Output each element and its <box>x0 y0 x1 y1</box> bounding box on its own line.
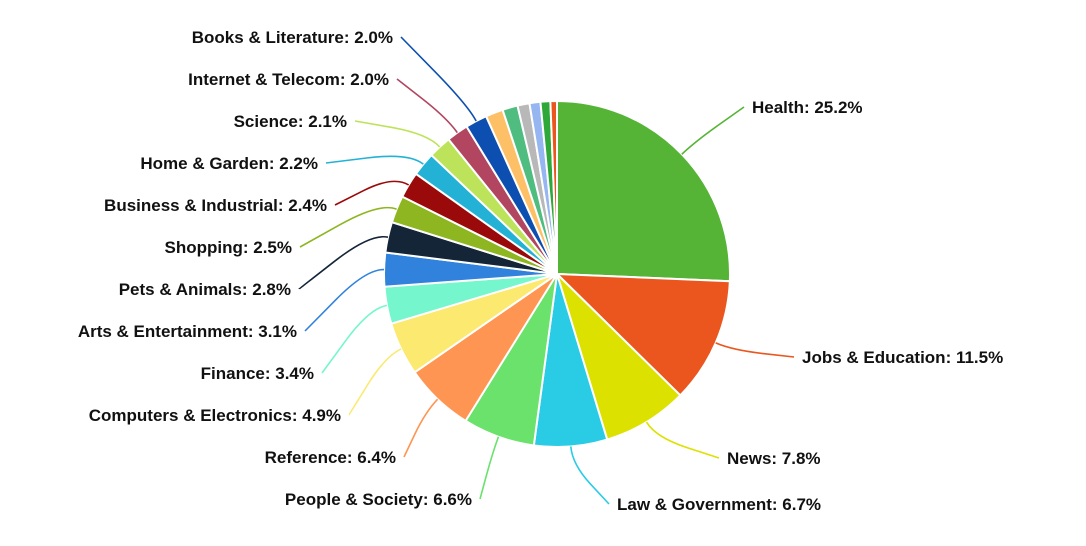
leader-line-business-industrial <box>334 180 410 206</box>
leader-line-science <box>354 120 441 148</box>
leader-line-arts-entertainment <box>304 268 385 332</box>
pie-slice-jobs-education <box>554 272 731 397</box>
leader-lines <box>298 36 795 505</box>
slice-label-business-industrial: Business & Industrial: 2.4% <box>104 196 327 215</box>
slice-label-internet-telecom: Internet & Telecom: 2.0% <box>188 70 389 89</box>
slice-labels: Health: 25.2% Jobs & Education: 11.5% News… <box>78 28 1003 514</box>
slice-label-law-government: Law & Government: 6.7% <box>617 495 821 514</box>
leader-line-jobs-education <box>715 342 795 358</box>
slice-label-books-literature: Books & Literature: 2.0% <box>192 28 393 47</box>
slice-label-health: Health: 25.2% <box>752 98 863 117</box>
leader-line-pets-animals <box>298 235 389 290</box>
pie-slice-health <box>556 99 731 283</box>
slice-label-people-society: People & Society: 6.6% <box>285 490 472 509</box>
slice-label-news: News: 7.8% <box>727 449 821 468</box>
pie-slice-unlabeled-21 <box>549 99 558 275</box>
pie-slices <box>383 99 731 448</box>
slice-label-computers-electronics: Computers & Electronics: 4.9% <box>89 406 341 425</box>
leader-line-computers-electronics <box>348 348 402 416</box>
slice-label-home-garden: Home & Garden: 2.2% <box>140 154 318 173</box>
leader-line-news <box>645 421 720 459</box>
leader-line-shopping <box>299 206 397 248</box>
leader-line-internet-telecom <box>396 78 458 134</box>
leader-line-people-society <box>479 436 500 500</box>
leader-line-finance <box>321 304 388 374</box>
slice-label-finance: Finance: 3.4% <box>201 364 314 383</box>
leader-line-books-literature <box>400 36 477 122</box>
leader-line-health <box>681 106 745 155</box>
slice-label-science: Science: 2.1% <box>234 112 347 131</box>
slice-label-pets-animals: Pets & Animals: 2.8% <box>119 280 291 299</box>
slice-label-arts-entertainment: Arts & Entertainment: 3.1% <box>78 322 297 341</box>
leader-line-reference <box>403 398 439 458</box>
leader-line-home-garden <box>325 155 424 165</box>
leader-line-law-government <box>570 446 610 505</box>
slice-label-shopping: Shopping: 2.5% <box>165 238 293 257</box>
slice-label-jobs-education: Jobs & Education: 11.5% <box>802 348 1003 367</box>
slice-label-reference: Reference: 6.4% <box>265 448 396 467</box>
